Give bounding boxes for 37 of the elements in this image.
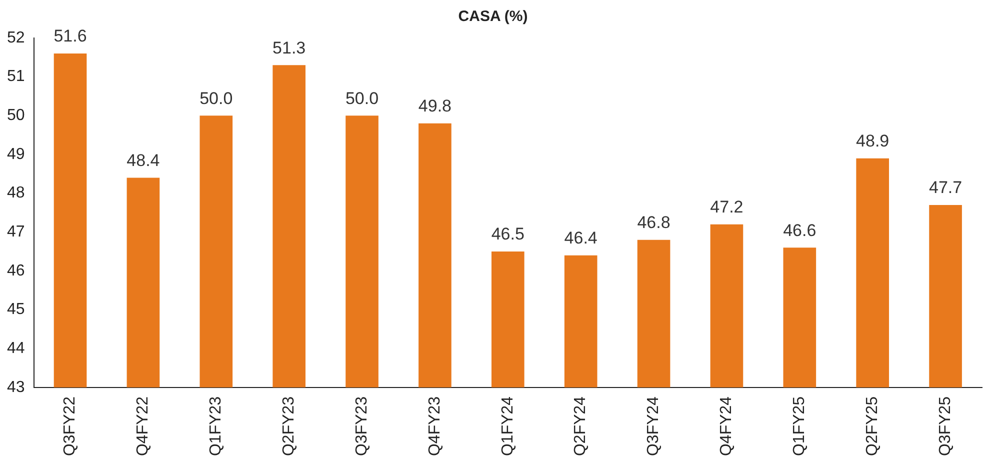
x-tick-label: Q3FY25 — [936, 396, 954, 456]
x-tick-label: Q2FY23 — [280, 396, 298, 456]
y-tick-label: 44 — [7, 340, 25, 357]
y-tick-label: 49 — [7, 146, 25, 163]
y-tick-label: 47 — [7, 224, 25, 241]
y-tick-label: 43 — [7, 378, 25, 396]
data-label: 48.4 — [126, 150, 160, 170]
y-tick-label: 48 — [7, 184, 25, 202]
y-tick-label: 52 — [7, 29, 25, 46]
x-tick-label: Q3FY23 — [353, 396, 370, 456]
x-tick-label: Q2FY24 — [572, 396, 590, 456]
x-tick-label: Q3FY22 — [62, 396, 79, 456]
data-label: 46.6 — [783, 220, 816, 240]
data-label: 47.7 — [928, 178, 962, 198]
data-label: 46.5 — [491, 224, 524, 244]
y-tick-label: 46 — [7, 262, 25, 280]
data-label: 50.0 — [200, 88, 233, 108]
data-label: 46.8 — [637, 213, 670, 232]
x-tick-label: Q1FY24 — [499, 396, 516, 456]
x-tick-label: Q1FY25 — [791, 396, 808, 456]
y-tick-label: 45 — [7, 301, 25, 318]
y-tick-label: 50 — [7, 107, 25, 124]
x-tick-label: Q1FY23 — [208, 396, 225, 456]
data-label: 47.2 — [710, 198, 744, 217]
y-tick-label: 51 — [7, 68, 25, 86]
x-tick-label: Q3FY24 — [645, 396, 662, 456]
x-tick-label: Q4FY22 — [134, 396, 152, 456]
x-tick-label: Q2FY25 — [864, 396, 881, 456]
data-label: 51.3 — [272, 38, 306, 58]
x-tick-label: Q4FY24 — [718, 396, 736, 456]
chart-title: CASA (%) — [458, 8, 528, 26]
data-label: 51.6 — [54, 26, 87, 46]
x-tick-label: Q4FY23 — [426, 396, 444, 456]
data-label: 49.8 — [418, 96, 452, 116]
data-label: 50.0 — [345, 88, 379, 108]
data-label: 48.9 — [856, 132, 890, 151]
data-label: 46.4 — [564, 228, 598, 248]
